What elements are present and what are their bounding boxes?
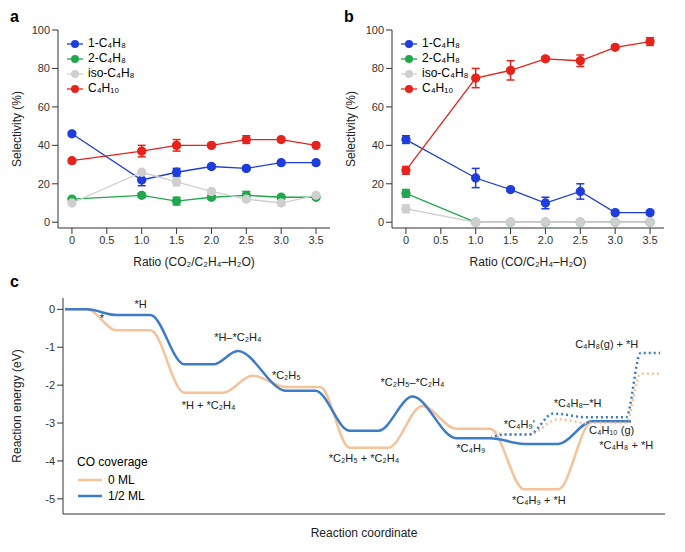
html-text:c: c	[10, 273, 19, 290]
svg-text:0: 0	[44, 216, 50, 228]
svg-text:3.0: 3.0	[608, 234, 623, 246]
svg-text:20: 20	[372, 178, 384, 190]
svg-text:3.5: 3.5	[642, 234, 657, 246]
svg-text:2.0: 2.0	[538, 234, 553, 246]
svg-text:40: 40	[372, 139, 384, 151]
svg-text:80: 80	[38, 62, 50, 74]
svg-text:20: 20	[38, 178, 50, 190]
html-text:CO coverage: CO coverage	[77, 455, 148, 469]
svg-text:80: 80	[372, 62, 384, 74]
svg-text:0: 0	[403, 234, 409, 246]
svg-text:*C₂H₅–*C₂H₄: *C₂H₅–*C₂H₄	[381, 376, 445, 388]
svg-text:-2: -2	[45, 379, 55, 391]
svg-text:*H–*C₂H₄: *H–*C₂H₄	[214, 331, 262, 343]
html-text:2-C₄H₈: 2-C₄H₈	[88, 51, 126, 65]
html-text:a: a	[10, 8, 19, 25]
html-text:1-C₄H₈: 1-C₄H₈	[422, 36, 460, 50]
html-text:1/2 ML: 1/2 ML	[108, 489, 145, 503]
svg-text:60: 60	[372, 101, 384, 113]
html-text:0 ML: 0 ML	[108, 473, 135, 487]
svg-text:*C₄H₈–*H: *C₄H₈–*H	[554, 397, 602, 409]
svg-text:*H + *C₂H₄: *H + *C₂H₄	[182, 399, 236, 411]
svg-text:*C₄H₉': *C₄H₉'	[504, 418, 535, 430]
svg-text:60: 60	[38, 101, 50, 113]
svg-text:*C₂H₅ + *C₂H₄: *C₂H₅ + *C₂H₄	[329, 452, 400, 464]
svg-text:Reaction coordinate: Reaction coordinate	[311, 526, 418, 540]
svg-text:1.5: 1.5	[503, 234, 518, 246]
svg-text:*: *	[100, 312, 105, 324]
svg-text:C₄H₁₀ (g): C₄H₁₀ (g)	[589, 424, 634, 436]
svg-text:3.0: 3.0	[274, 234, 289, 246]
svg-text:-5: -5	[45, 493, 55, 505]
html-text:C₄H₁₀: C₄H₁₀	[422, 81, 454, 95]
html-text:C₄H₁₀: C₄H₁₀	[88, 81, 120, 95]
svg-text:40: 40	[38, 139, 50, 151]
svg-text:2.5: 2.5	[573, 234, 588, 246]
html-text:1-C₄H₈: 1-C₄H₈	[88, 36, 126, 50]
svg-text:0: 0	[378, 216, 384, 228]
svg-text:0.5: 0.5	[99, 234, 114, 246]
svg-text:Reaction energy (eV): Reaction energy (eV)	[10, 349, 24, 462]
svg-text:*C₄H₈ + *H: *C₄H₈ + *H	[599, 439, 653, 451]
svg-text:3.5: 3.5	[308, 234, 323, 246]
svg-text:-3: -3	[45, 417, 55, 429]
svg-text:*H: *H	[135, 298, 147, 310]
svg-text:2.5: 2.5	[239, 234, 254, 246]
svg-text:100: 100	[366, 24, 384, 36]
svg-text:Selectivity (%): Selectivity (%)	[10, 91, 24, 167]
svg-text:*C₄H₉ + *H: *C₄H₉ + *H	[512, 494, 566, 506]
svg-text:-1: -1	[45, 341, 55, 353]
svg-text:2.0: 2.0	[204, 234, 219, 246]
svg-text:0: 0	[69, 234, 75, 246]
svg-text:1.0: 1.0	[134, 234, 149, 246]
svg-text:*C₂H₅: *C₂H₅	[272, 369, 301, 381]
html-text:b: b	[344, 8, 354, 25]
svg-text:1.0: 1.0	[468, 234, 483, 246]
svg-text:-4: -4	[45, 455, 55, 467]
svg-text:*C₄H₉: *C₄H₉	[456, 442, 485, 454]
html-text:iso-C₄H₈: iso-C₄H₈	[88, 66, 135, 80]
svg-text:1.5: 1.5	[169, 234, 184, 246]
svg-text:100: 100	[32, 24, 50, 36]
svg-text:Selectivity (%): Selectivity (%)	[344, 91, 358, 167]
html-text:2-C₄H₈: 2-C₄H₈	[422, 51, 460, 65]
svg-text:Ratio (CO/C₂H₄–H₂O): Ratio (CO/C₂H₄–H₂O)	[470, 255, 587, 269]
svg-text:Ratio (CO₂/C₂H₄–H₂O): Ratio (CO₂/C₂H₄–H₂O)	[133, 255, 255, 269]
svg-text:C₄H₈(g) + *H: C₄H₈(g) + *H	[575, 338, 638, 350]
svg-text:0.5: 0.5	[433, 234, 448, 246]
svg-text:0: 0	[49, 303, 55, 315]
html-text:iso-C₄H₈: iso-C₄H₈	[422, 66, 469, 80]
